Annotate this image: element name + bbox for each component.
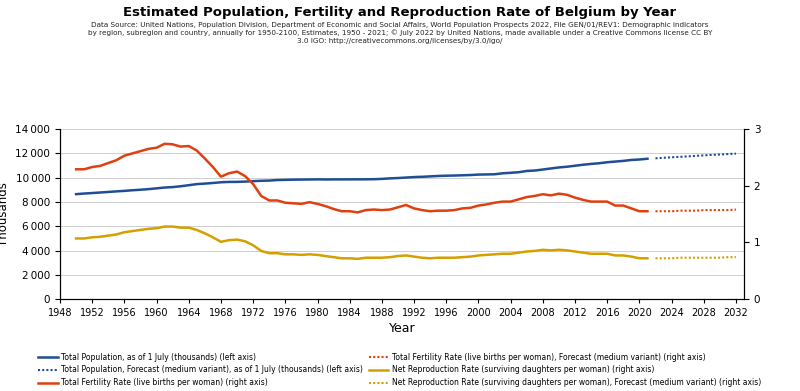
Legend: Total Population, as of 1 July (thousands) (left axis), Total Population, Foreca: Total Population, as of 1 July (thousand… (38, 353, 762, 387)
Text: Estimated Population, Fertility and Reproduction Rate of Belgium by Year: Estimated Population, Fertility and Repr… (123, 6, 677, 19)
Y-axis label: Thousands: Thousands (0, 182, 10, 246)
Text: Data Source: United Nations, Population Division, Department of Economic and Soc: Data Source: United Nations, Population … (88, 22, 712, 45)
X-axis label: Year: Year (389, 322, 415, 335)
